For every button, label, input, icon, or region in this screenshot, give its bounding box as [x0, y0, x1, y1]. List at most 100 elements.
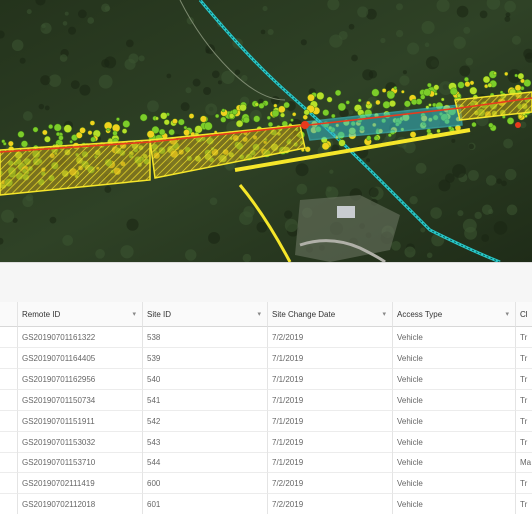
vegetation-point	[514, 84, 522, 92]
cell-text: Tr	[520, 437, 528, 447]
table-cell[interactable]: GS20190701153710	[18, 452, 143, 474]
table-cell[interactable]: GS20190702112018	[18, 494, 143, 514]
table-cell[interactable]: Vehicle	[393, 410, 516, 432]
table-cell[interactable]: GS20190701162956	[18, 368, 143, 390]
forest-texture	[486, 0, 501, 10]
sort-menu[interactable]: ▾	[505, 311, 509, 318]
forest-texture	[465, 57, 474, 66]
cell-text: Tr	[520, 479, 528, 489]
table-cell[interactable]: Tr	[516, 348, 532, 369]
table-cell[interactable]: Tr	[516, 432, 532, 453]
vegetation-point	[401, 90, 405, 94]
table-cell[interactable]: Vehicle	[393, 494, 516, 514]
table-cell[interactable]: ...	[0, 347, 18, 369]
table-cell[interactable]: 542	[143, 410, 268, 432]
cell-text: Tr	[520, 416, 528, 426]
vegetation-point	[56, 131, 61, 137]
vegetation-point	[488, 122, 494, 128]
table-cell[interactable]: ...	[0, 389, 18, 411]
cell-text: GS20190701153032	[22, 437, 96, 447]
forest-texture	[366, 158, 371, 163]
table-cell[interactable]: 7/1/2019	[268, 410, 393, 432]
table-cell[interactable]: ...	[0, 327, 18, 348]
column-header[interactable]	[0, 302, 18, 327]
table-cell[interactable]: 7/1/2019	[268, 347, 393, 369]
table-cell[interactable]: Vehicle	[393, 368, 516, 390]
table-cell[interactable]: Tr	[516, 327, 532, 348]
table-cell[interactable]: 538	[143, 327, 268, 348]
table-cell[interactable]: 540	[143, 368, 268, 390]
table-cell[interactable]: 7/2/2019	[268, 494, 393, 514]
forest-texture	[468, 143, 475, 150]
table-cell[interactable]: GS20190701151911	[18, 410, 143, 432]
forest-texture	[185, 249, 197, 261]
forest-texture	[329, 34, 343, 48]
table-cell[interactable]: Vehicle	[393, 389, 516, 411]
forest-texture	[242, 253, 252, 262]
vegetation-point	[273, 103, 278, 108]
cell-text: Access Type	[397, 310, 443, 319]
table-cell[interactable]: GS20190701150734	[18, 389, 143, 411]
table-cell[interactable]: GS20190701164405	[18, 347, 143, 369]
column-header[interactable]: Cl	[516, 302, 532, 327]
sort-menu[interactable]: ▾	[257, 311, 261, 318]
table-cell[interactable]: ...	[0, 368, 18, 390]
table-cell[interactable]: 7/1/2019	[268, 389, 393, 411]
table-cell[interactable]: 600	[143, 473, 268, 495]
forest-texture	[62, 21, 68, 26]
forest-texture	[25, 193, 34, 202]
table-cell[interactable]: ...	[0, 452, 18, 474]
vegetation-point	[326, 96, 333, 103]
table-cell[interactable]: ...	[0, 410, 18, 432]
table-cell[interactable]: 7/1/2019	[268, 431, 393, 453]
column-header[interactable]: Access Type ▾	[393, 302, 516, 327]
table-cell[interactable]: Vehicle	[393, 327, 516, 348]
table-cell[interactable]: Ma	[516, 452, 532, 474]
table-cell[interactable]: Tr	[516, 390, 532, 411]
forest-texture	[395, 29, 404, 38]
column-header[interactable]: Site ID ▾	[143, 302, 268, 327]
table-cell[interactable]: 7/1/2019	[268, 452, 393, 474]
table-cell[interactable]: Vehicle	[393, 431, 516, 453]
table-cell[interactable]: Vehicle	[393, 347, 516, 369]
table-cell[interactable]: 601	[143, 494, 268, 514]
forest-texture	[180, 102, 190, 112]
sort-menu[interactable]: ▾	[382, 311, 386, 318]
table-cell[interactable]: Tr	[516, 494, 532, 514]
table-cell[interactable]: GS20190701153032	[18, 431, 143, 453]
table-cell[interactable]: ...	[0, 431, 18, 453]
vegetation-point	[220, 116, 227, 123]
cell-text: 543	[147, 437, 161, 447]
table-cell[interactable]: Tr	[516, 473, 532, 495]
table-cell[interactable]: 541	[143, 389, 268, 411]
table-cell[interactable]: 7/2/2019	[268, 327, 393, 348]
cell-text: Site Change Date	[272, 310, 336, 319]
vegetation-point	[387, 133, 392, 138]
forest-texture	[451, 138, 456, 143]
vegetation-point	[322, 109, 330, 116]
table-cell[interactable]: 539	[143, 347, 268, 369]
cell-text: Tr	[520, 395, 528, 405]
cell-text: 601	[147, 500, 161, 510]
forest-texture	[38, 103, 45, 110]
sort-menu[interactable]: ▾	[132, 311, 136, 318]
column-header[interactable]: Remote ID ▾	[18, 302, 143, 327]
cell-text: Vehicle	[397, 416, 423, 426]
table-cell[interactable]: ...	[0, 473, 18, 495]
table-cell[interactable]: 7/2/2019	[268, 473, 393, 495]
table-cell[interactable]: 544	[143, 452, 268, 474]
cell-text: Vehicle	[397, 353, 423, 363]
table-cell[interactable]: Vehicle	[393, 452, 516, 474]
table-cell[interactable]: Vehicle	[393, 473, 516, 495]
table-cell[interactable]: Tr	[516, 369, 532, 390]
table-cell[interactable]: 543	[143, 431, 268, 453]
table-cell[interactable]: Tr	[516, 411, 532, 432]
forest-texture	[11, 39, 24, 52]
column-header[interactable]: Site Change Date ▾	[268, 302, 393, 327]
table-cell[interactable]: ...	[0, 494, 18, 514]
cell-text: 7/1/2019	[272, 416, 304, 426]
table-cell[interactable]: 7/1/2019	[268, 368, 393, 390]
table-cell[interactable]: GS20190702111419	[18, 473, 143, 495]
table-cell[interactable]: GS20190701161322	[18, 327, 143, 348]
